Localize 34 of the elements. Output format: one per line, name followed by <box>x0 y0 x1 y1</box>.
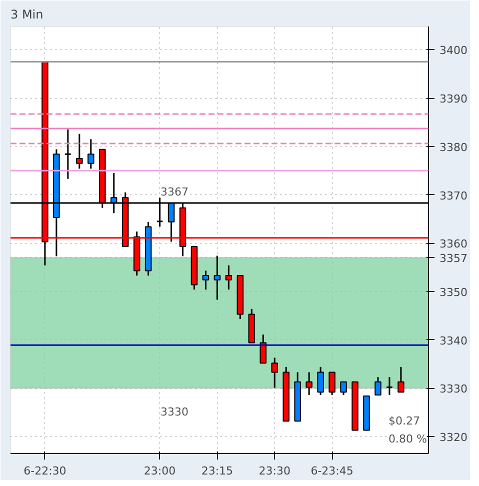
y-tick-label: 3357 <box>440 252 468 266</box>
candlestick <box>386 376 394 396</box>
y-tick-label: 3360 <box>440 238 468 251</box>
candlestick <box>88 138 94 170</box>
candlestick <box>398 366 404 393</box>
annotation: 3330 <box>160 406 188 418</box>
x-tick-label: 23:15 <box>201 464 234 478</box>
candlestick <box>214 254 221 300</box>
y-tick-label: 3330 <box>440 382 468 396</box>
candlestick <box>225 264 232 290</box>
y-tick-label: 3350 <box>440 286 468 299</box>
y-tick-label: 3380 <box>440 140 468 154</box>
x-tick-label: 6-22:30 <box>24 464 66 478</box>
y-tick-label: 3390 <box>440 92 468 106</box>
candlestick <box>317 366 324 396</box>
x-tick-label: 6-23:45 <box>310 464 354 478</box>
candlestick <box>328 372 336 396</box>
candlestick <box>76 133 83 170</box>
chart-title: 3 Min <box>10 8 44 22</box>
candlestick <box>202 270 210 290</box>
candlestick <box>306 372 312 396</box>
y-tick-label: 3400 <box>440 44 468 58</box>
annotation: 0.80 % <box>388 432 427 446</box>
y-tick-label: 3340 <box>440 334 468 348</box>
x-tick-label: 23:00 <box>144 464 176 478</box>
x-tick-label: 23:30 <box>258 464 290 478</box>
y-tick-label: 3370 <box>440 189 468 202</box>
candlestick <box>271 357 278 388</box>
y-tick-label: 3320 <box>440 431 468 444</box>
candlestick <box>64 128 72 180</box>
annotation: 3367 <box>160 186 188 198</box>
annotation: $0.27 <box>388 414 420 428</box>
candlestick <box>374 376 382 396</box>
candlestick <box>340 381 347 396</box>
